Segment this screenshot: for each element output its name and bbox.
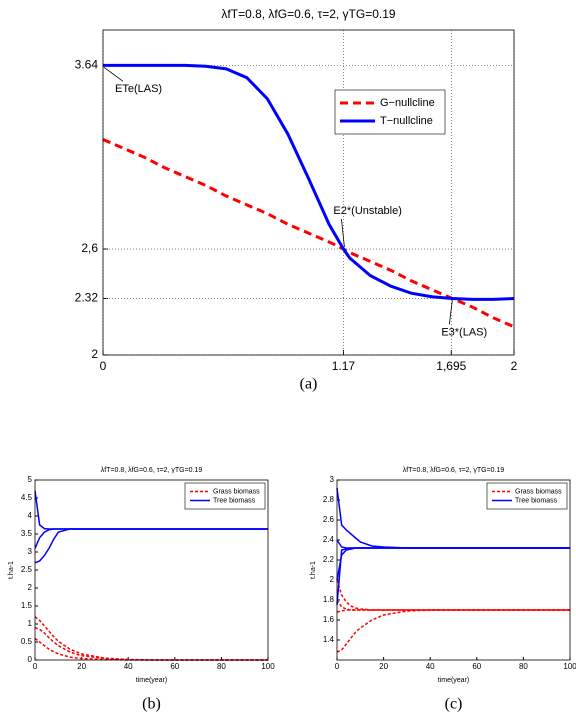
y-tick-label: 1.6 <box>323 615 335 624</box>
x-tick-label: 80 <box>519 662 528 671</box>
legend-box <box>184 482 266 510</box>
x-tick-label: 40 <box>426 662 435 671</box>
x-axis-label: time(year) <box>136 677 168 684</box>
y-tick-label: 1.8 <box>323 595 335 604</box>
x-tick-label: 20 <box>379 662 388 671</box>
annotation: E3*(LAS) <box>441 326 487 338</box>
plot-frame <box>102 29 515 356</box>
x-tick-label: 60 <box>472 662 481 671</box>
y-tick-label: 4.5 <box>21 493 33 502</box>
y-tick-label: 3 <box>330 475 335 484</box>
y-tick-label: 1.4 <box>323 635 335 644</box>
y-tick-label: 5 <box>28 475 33 484</box>
x-tick-label: 0 <box>335 662 340 671</box>
chart-title: λfT=0.8, λfG=0.6, τ=2, γTG=0.19 <box>221 7 395 21</box>
caption: (b) <box>142 696 161 713</box>
y-tick-label: 2.32 <box>75 291 99 305</box>
chart-title: λfT=0.8, λfG=0.6, τ=2, γTG=0.19 <box>101 467 203 474</box>
y-tick-label: 3.5 <box>21 529 33 538</box>
legend-label: Tree biomass <box>213 497 256 504</box>
caption: (a) <box>300 376 318 393</box>
annotation: E2*(Unstable) <box>333 205 401 217</box>
series-line <box>34 626 268 661</box>
legend-box <box>486 482 568 510</box>
series-line <box>34 528 268 564</box>
series-line <box>336 609 570 613</box>
y-tick-label: 2.5 <box>21 565 33 574</box>
annotation-arrow <box>448 300 453 325</box>
y-tick-label: 1 <box>28 619 33 628</box>
plot-frame <box>34 479 269 661</box>
x-tick-label: 0 <box>33 662 38 671</box>
series-line <box>336 547 570 581</box>
x-tick-label: 60 <box>170 662 179 671</box>
y-tick-label: 3 <box>28 547 33 556</box>
annotation: ETe(LAS) <box>115 83 162 95</box>
series-line <box>103 63 515 301</box>
x-tick-label: 100 <box>261 662 275 671</box>
y-tick-label: 2 <box>330 575 335 584</box>
y-axis-label: t.ha-1 <box>8 561 15 579</box>
annotation-arrow <box>103 67 124 82</box>
y-tick-label: 4 <box>28 511 33 520</box>
y-tick-label: 2.8 <box>323 495 335 504</box>
y-tick-label: 3.64 <box>75 57 99 71</box>
y-axis-label: t.ha-1 <box>310 561 317 579</box>
x-axis-label: time(year) <box>438 677 470 684</box>
y-tick-label: 2.4 <box>323 535 335 544</box>
series-line <box>34 528 268 549</box>
y-tick-label: 0.5 <box>21 637 33 646</box>
x-tick-label: 1.17 <box>332 359 356 373</box>
chart-title: λfT=0.8, λfG=0.6, τ=2, γTG=0.19 <box>403 467 505 474</box>
y-tick-label: 2,6 <box>81 241 98 255</box>
series-line <box>336 579 570 611</box>
series-line <box>336 547 570 606</box>
caption: (c) <box>445 696 463 713</box>
x-tick-label: 80 <box>217 662 226 671</box>
y-tick-label: 2 <box>28 583 33 592</box>
series-line <box>336 539 570 549</box>
legend-label: G−nullcline <box>380 97 435 109</box>
legend-box <box>334 89 446 135</box>
y-tick-label: 2.6 <box>323 515 335 524</box>
x-tick-label: 2 <box>511 359 518 373</box>
x-tick-label: 40 <box>124 662 133 671</box>
y-tick-label: 0 <box>28 655 33 664</box>
legend-label: Tree biomass <box>515 497 558 504</box>
x-tick-label: 0 <box>100 359 107 373</box>
series-line <box>336 609 570 653</box>
y-tick-label: 2.2 <box>323 555 335 564</box>
x-tick-label: 100 <box>563 662 576 671</box>
series-line <box>102 138 515 329</box>
annotation-arrow <box>341 218 345 248</box>
x-tick-label: 20 <box>77 662 86 671</box>
legend-label: Grass biomass <box>213 488 260 495</box>
legend-label: Grass biomass <box>515 488 562 495</box>
y-tick-label: 1.5 <box>21 601 33 610</box>
y-tick-label: 2 <box>91 347 98 361</box>
legend-label: T−nullcline <box>380 115 433 127</box>
plot-frame <box>336 479 571 661</box>
x-tick-label: 1,695 <box>436 359 466 373</box>
series-line <box>336 599 570 611</box>
series-line <box>34 616 268 661</box>
